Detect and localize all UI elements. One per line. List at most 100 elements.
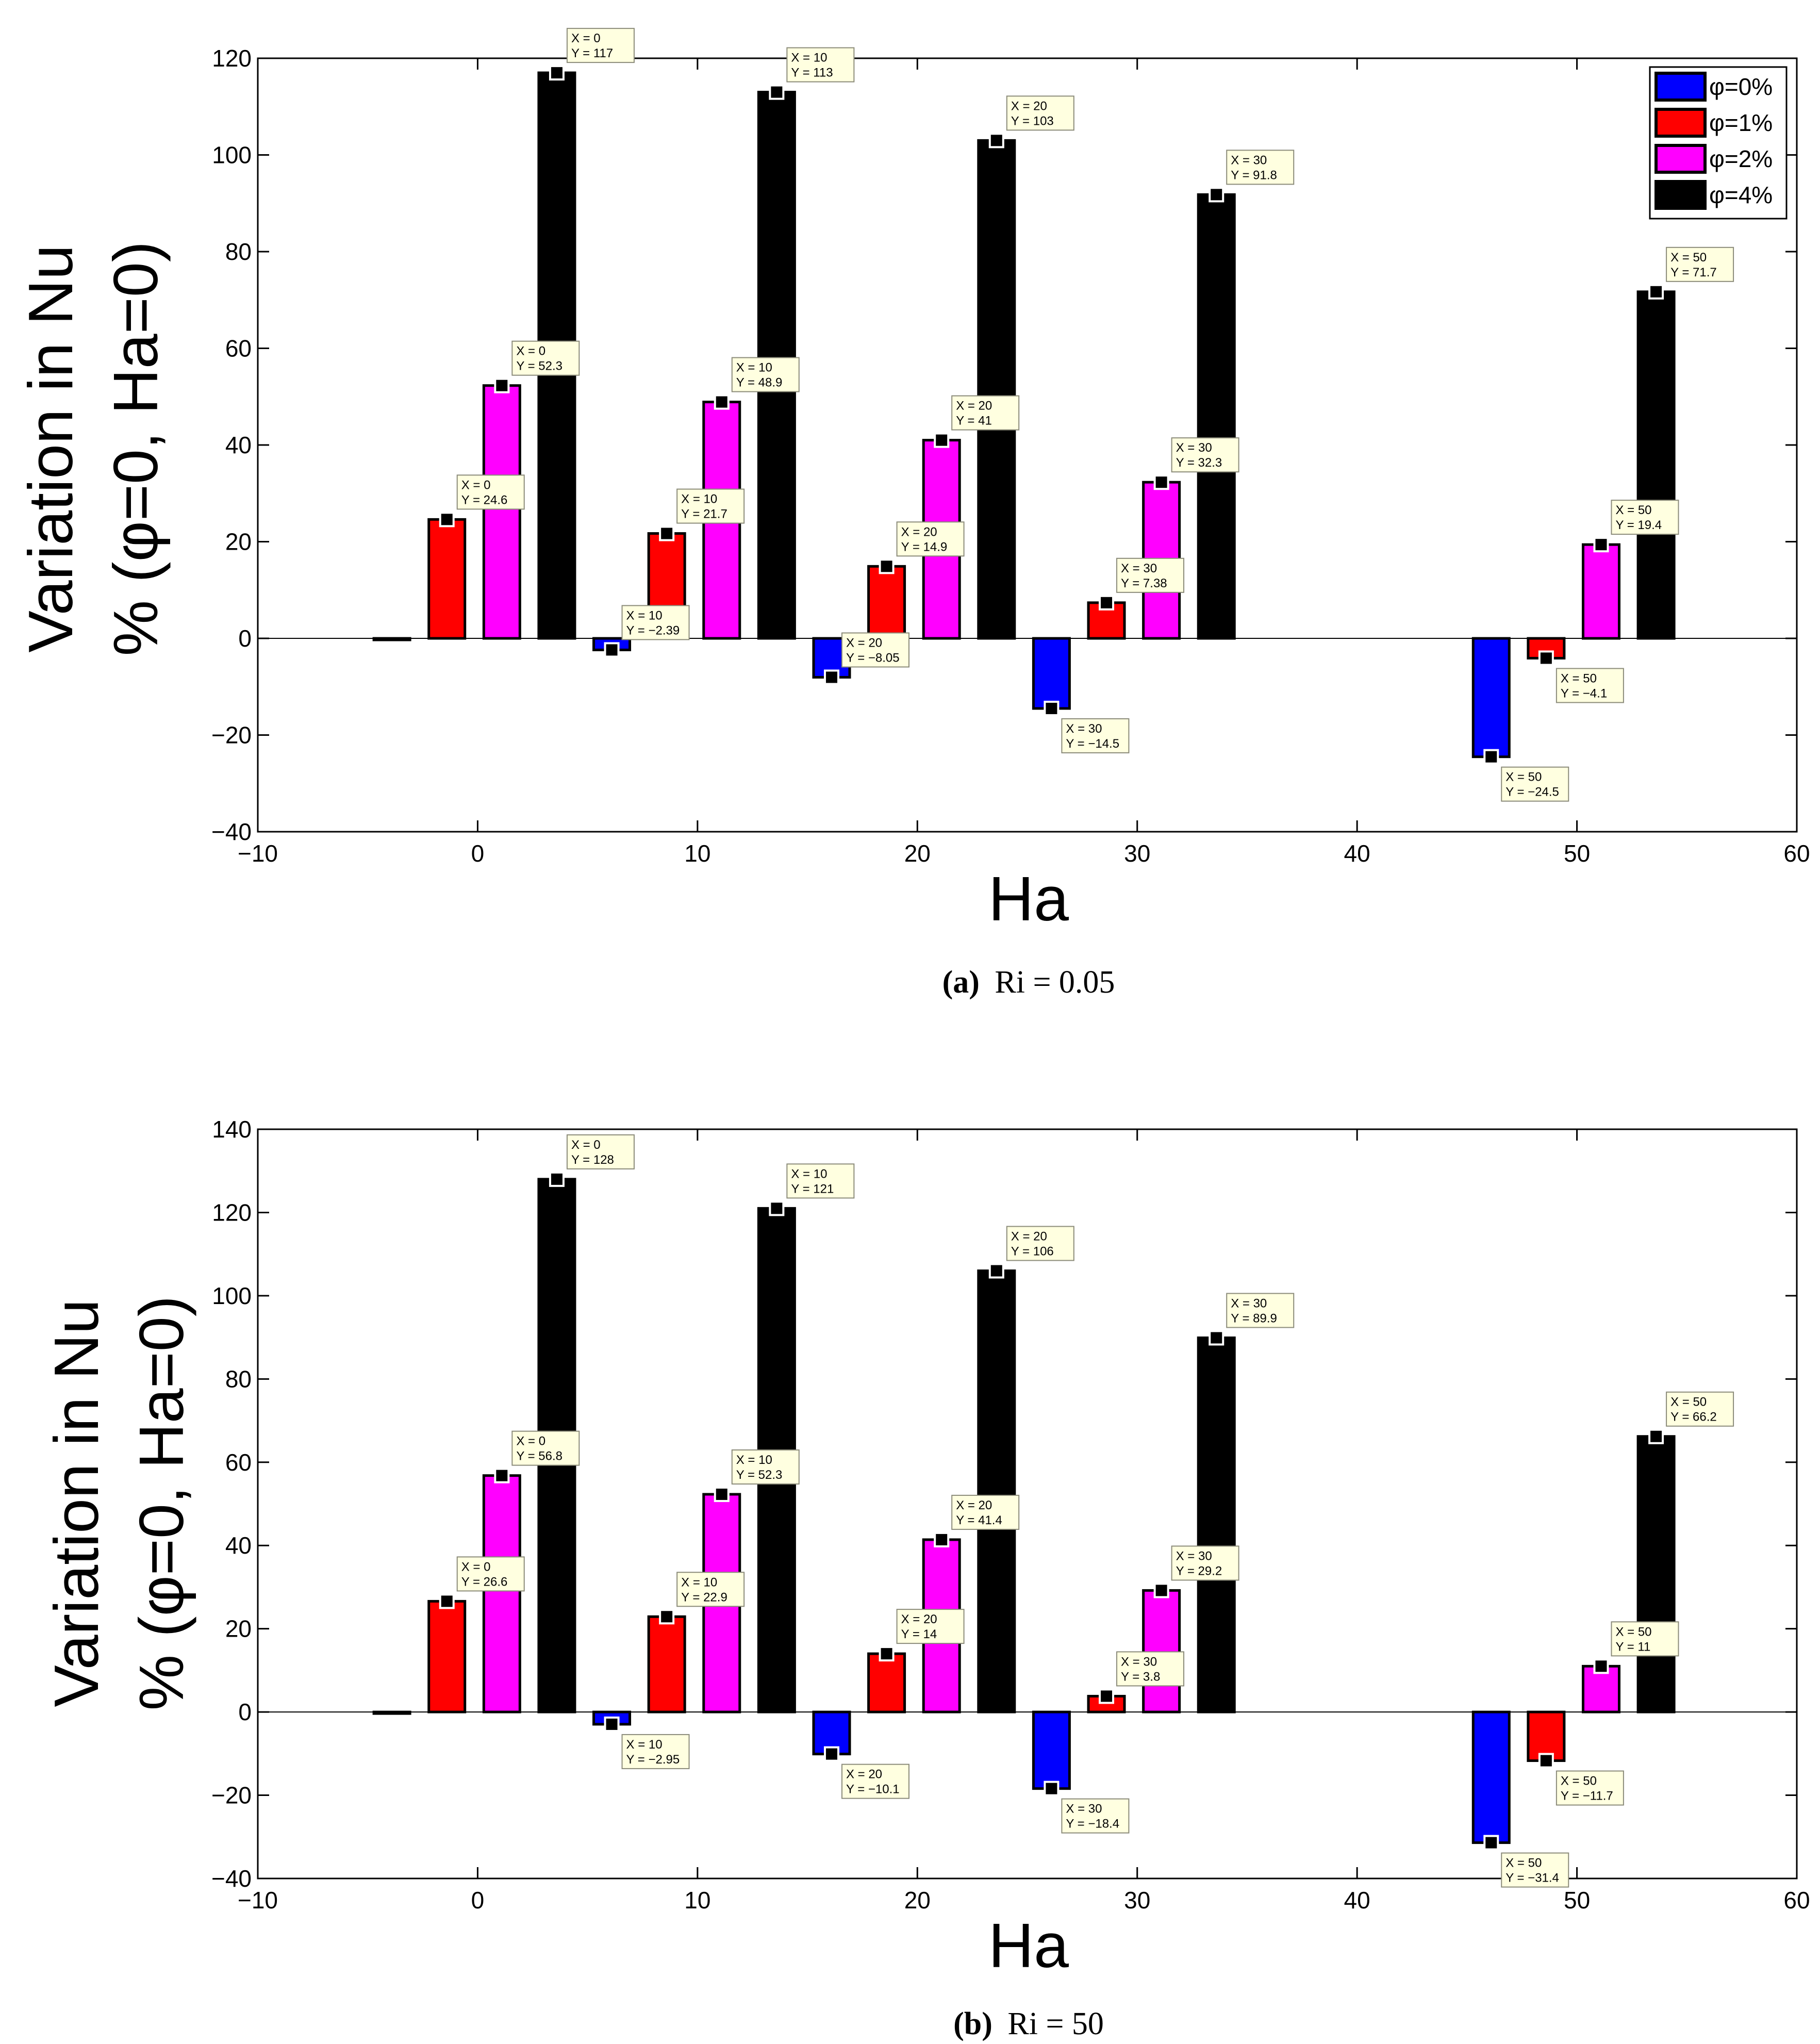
x-tick-label: 20 [904, 1887, 931, 1914]
data-tip: X = 10Y = 22.9 [659, 1572, 745, 1625]
data-tip-marker [769, 84, 785, 100]
data-tip-box [1116, 557, 1185, 593]
data-tip-marker [879, 1646, 895, 1662]
data-tip-x: X = 20 [846, 1768, 882, 1782]
data-tip: X = 10Y = 21.7 [659, 488, 745, 541]
bar [867, 565, 906, 640]
data-tip-y: Y = −10.1 [846, 1783, 900, 1796]
y-tick-label: 60 [225, 335, 252, 362]
data-tip-box [1171, 437, 1239, 473]
data-tip-box [841, 1763, 909, 1799]
y-tick-label: 80 [225, 1365, 252, 1392]
data-tip: X = 50Y = 71.7 [1648, 246, 1734, 300]
data-tip-marker [494, 1468, 510, 1483]
data-tip: X = 50Y = 66.2 [1648, 1391, 1734, 1444]
data-tip-x: X = 50 [1505, 770, 1542, 784]
legend-swatch [1654, 108, 1707, 138]
data-tip-box [786, 1163, 855, 1199]
caption-b: (b) Ri = 50 [953, 2006, 1104, 2041]
axis-ticks: −10 0 10 20 30 40 50 60 −40 −20 0 20 40 60 80 100 120 [211, 45, 1810, 867]
data-tip: X = 10Y = 113 [769, 47, 855, 100]
legend-swatch [1654, 180, 1707, 210]
data-tip-y: Y = 117 [571, 46, 613, 60]
data-tip-box [951, 1494, 1020, 1530]
bar [647, 1615, 686, 1713]
data-tip-x: X = 10 [681, 1575, 717, 1589]
data-tip-y: Y = 103 [1011, 114, 1054, 128]
data-tip: X = 0Y = 117 [549, 28, 635, 81]
data-tip: X = 10Y = −2.39 [604, 605, 690, 658]
data-tip-marker [1538, 1753, 1554, 1769]
data-tip-y: Y = −31.4 [1505, 1871, 1559, 1885]
data-tip-marker [1153, 1583, 1169, 1598]
data-tip-y: Y = 7.38 [1121, 576, 1167, 590]
data-tip-y: Y = 56.8 [516, 1449, 562, 1463]
x-tick-label: 50 [1564, 840, 1590, 867]
y-tick-label: 20 [225, 529, 252, 555]
data-tip-box [621, 605, 690, 640]
data-tip-x: X = 0 [571, 1138, 601, 1152]
x-tick-label: 40 [1344, 1887, 1370, 1914]
data-tip-marker [439, 1593, 455, 1609]
x-tick-label: 0 [471, 840, 485, 867]
data-tip-box [676, 1572, 745, 1607]
y-tick-label: −40 [211, 818, 252, 845]
data-tip-x: X = 50 [1670, 1395, 1707, 1409]
data-tip-y: Y = 52.3 [516, 359, 562, 373]
caption-text: Ri = 50 [1007, 2006, 1104, 2041]
chart-legend: φ=0% φ=1% φ=2% φ=4% [1649, 66, 1788, 220]
bar [977, 139, 1016, 640]
data-tip-marker [1483, 749, 1499, 765]
data-tip-x: X = 10 [681, 492, 717, 506]
bar [482, 1474, 521, 1713]
legend-label: φ=0% [1709, 73, 1773, 100]
data-tip-x: X = 20 [1011, 99, 1047, 113]
y-tick-label: 80 [225, 238, 252, 265]
data-tip-y: Y = 89.9 [1231, 1311, 1277, 1325]
y-tick-label: −40 [211, 1865, 252, 1892]
bar [1471, 637, 1511, 759]
x-axis-title: Ha [988, 1910, 1069, 1981]
legend-swatch [1654, 72, 1707, 102]
data-tip: X = 0Y = 128 [549, 1134, 635, 1187]
y-tick-label: −20 [211, 1782, 252, 1809]
data-tip-x: X = 50 [1615, 503, 1651, 517]
y-tick-label: 120 [212, 45, 252, 72]
data-tip-x: X = 50 [1561, 1774, 1597, 1788]
data-tip-marker [1153, 474, 1169, 490]
data-tip-box [1666, 1391, 1734, 1427]
data-tip-x: X = 20 [956, 399, 992, 413]
y-tick-label: 40 [225, 432, 252, 458]
data-tip-y: Y = 66.2 [1670, 1410, 1717, 1424]
x-tick-label: −10 [238, 840, 278, 867]
data-tip-y: Y = 91.8 [1231, 168, 1277, 182]
data-tip-x: X = 10 [626, 1738, 663, 1752]
data-tip-marker [1593, 537, 1609, 553]
x-axis-title: Ha [988, 864, 1069, 934]
data-tip: X = 30Y = 91.8 [1209, 150, 1295, 203]
x-tick-label: 0 [471, 1887, 485, 1914]
data-tip-marker [823, 669, 839, 685]
data-tip-box [786, 47, 855, 83]
data-tip-marker [494, 377, 510, 393]
bar [1032, 1710, 1071, 1790]
data-tip: X = 50Y = −4.1 [1538, 650, 1624, 703]
x-tick-label: 60 [1783, 840, 1810, 867]
bar [1527, 1710, 1566, 1762]
data-tip-box [896, 521, 965, 557]
data-tip: X = 10Y = −2.95 [604, 1716, 690, 1769]
data-tip-y: Y = 24.6 [461, 493, 508, 507]
data-tip-box [1556, 668, 1624, 703]
data-tip-marker [549, 65, 565, 81]
data-tip-x: X = 50 [1561, 671, 1597, 685]
data-tip-box [731, 1449, 800, 1485]
bar [1471, 1710, 1511, 1844]
bar [1142, 1589, 1181, 1713]
bar [1032, 637, 1071, 710]
data-tip: X = 0Y = 52.3 [494, 340, 580, 393]
data-tip-y: Y = 19.4 [1615, 518, 1662, 532]
legend-label: φ=2% [1709, 145, 1773, 172]
data-tip-box [566, 1134, 635, 1169]
data-tip-x: X = 20 [956, 1498, 992, 1512]
